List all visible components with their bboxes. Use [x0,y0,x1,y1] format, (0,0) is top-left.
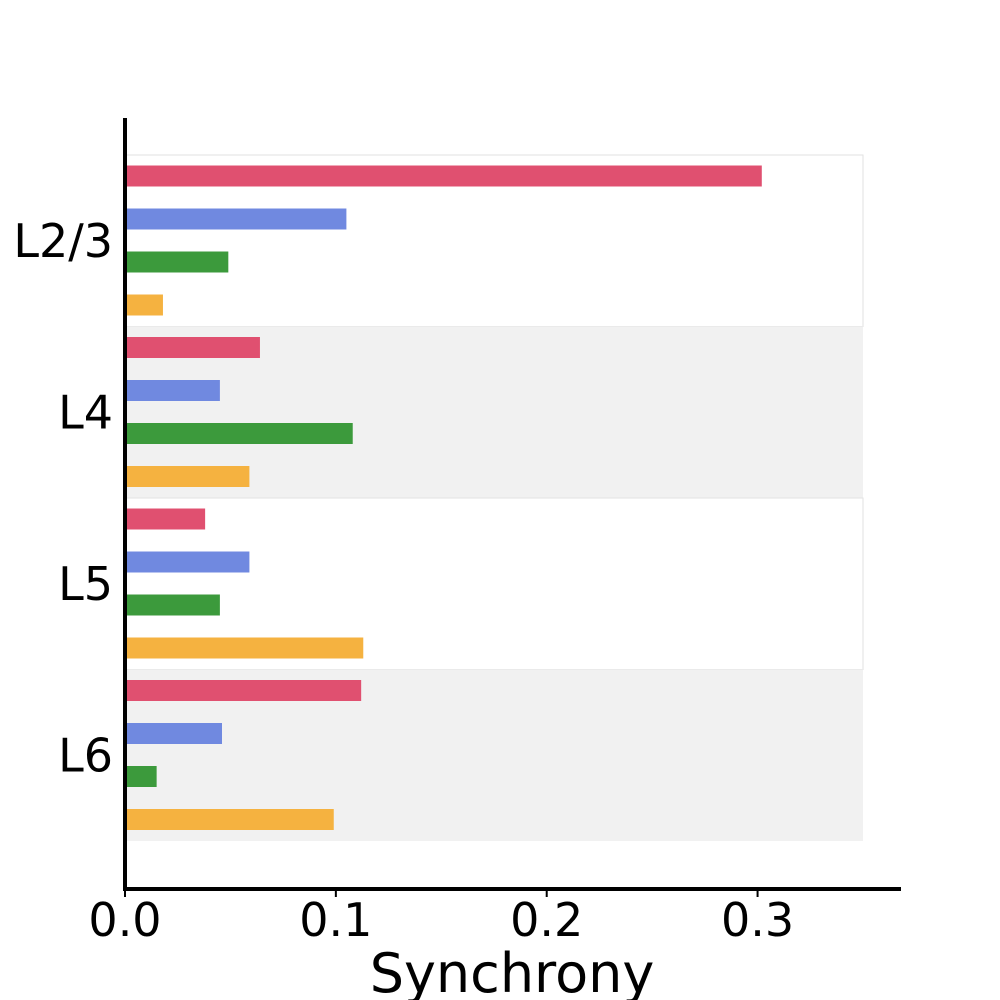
x-axis-title: Synchrony [370,942,655,1000]
bar [125,809,334,830]
x-tick-label: 0.1 [299,893,372,947]
bar [125,766,157,787]
bar [125,508,206,530]
bar [125,251,229,273]
category-label: L6 [58,728,113,782]
bar [125,337,260,358]
bar [125,680,362,701]
bar [125,551,250,573]
category-label: L2/3 [13,214,113,268]
bar [125,637,364,659]
x-ticks: 0.0 0.1 0.2 0.3 [88,889,794,947]
bar [125,380,220,401]
bar [125,294,163,316]
category-bands [124,154,864,841]
bar [125,594,220,616]
bar [125,165,762,187]
x-tick-label: 0.0 [88,893,161,947]
category-labels: L2/3 L4 L5 L6 [13,214,113,783]
bar [125,723,222,744]
x-tick-label: 0.2 [510,893,583,947]
bar [125,208,347,230]
category-label: L5 [58,557,113,611]
bar [125,466,250,487]
bar [125,423,353,444]
x-tick-label: 0.3 [721,893,794,947]
category-label: L4 [58,385,113,439]
bars [125,165,762,830]
